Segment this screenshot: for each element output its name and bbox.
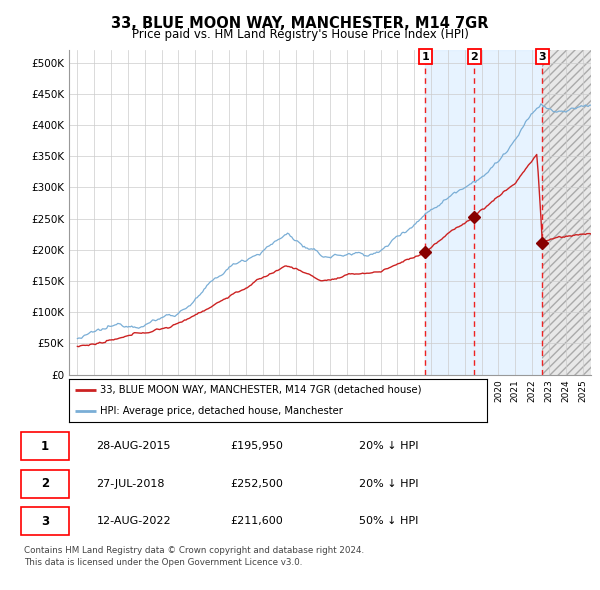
Text: Contains HM Land Registry data © Crown copyright and database right 2024.
This d: Contains HM Land Registry data © Crown c…	[24, 546, 364, 566]
Text: £252,500: £252,500	[230, 479, 283, 489]
Text: 20% ↓ HPI: 20% ↓ HPI	[359, 441, 418, 451]
Text: 2: 2	[470, 51, 478, 61]
Text: 27-JUL-2018: 27-JUL-2018	[97, 479, 165, 489]
Text: 50% ↓ HPI: 50% ↓ HPI	[359, 516, 418, 526]
FancyBboxPatch shape	[21, 470, 68, 498]
Text: 20% ↓ HPI: 20% ↓ HPI	[359, 479, 418, 489]
Text: £211,600: £211,600	[230, 516, 283, 526]
Text: 3: 3	[41, 514, 49, 527]
Text: £195,950: £195,950	[230, 441, 283, 451]
Text: 28-AUG-2015: 28-AUG-2015	[97, 441, 171, 451]
Text: 33, BLUE MOON WAY, MANCHESTER, M14 7GR (detached house): 33, BLUE MOON WAY, MANCHESTER, M14 7GR (…	[100, 385, 422, 395]
Text: 12-AUG-2022: 12-AUG-2022	[97, 516, 171, 526]
FancyBboxPatch shape	[21, 507, 68, 535]
Text: 3: 3	[539, 51, 546, 61]
Text: 2: 2	[41, 477, 49, 490]
Text: 1: 1	[421, 51, 429, 61]
Bar	[425, 50, 542, 375]
FancyBboxPatch shape	[21, 432, 68, 460]
Text: 33, BLUE MOON WAY, MANCHESTER, M14 7GR: 33, BLUE MOON WAY, MANCHESTER, M14 7GR	[111, 16, 489, 31]
Bar	[542, 50, 591, 375]
Text: HPI: Average price, detached house, Manchester: HPI: Average price, detached house, Manc…	[100, 407, 343, 416]
Text: Price paid vs. HM Land Registry's House Price Index (HPI): Price paid vs. HM Land Registry's House …	[131, 28, 469, 41]
Text: 1: 1	[41, 440, 49, 453]
